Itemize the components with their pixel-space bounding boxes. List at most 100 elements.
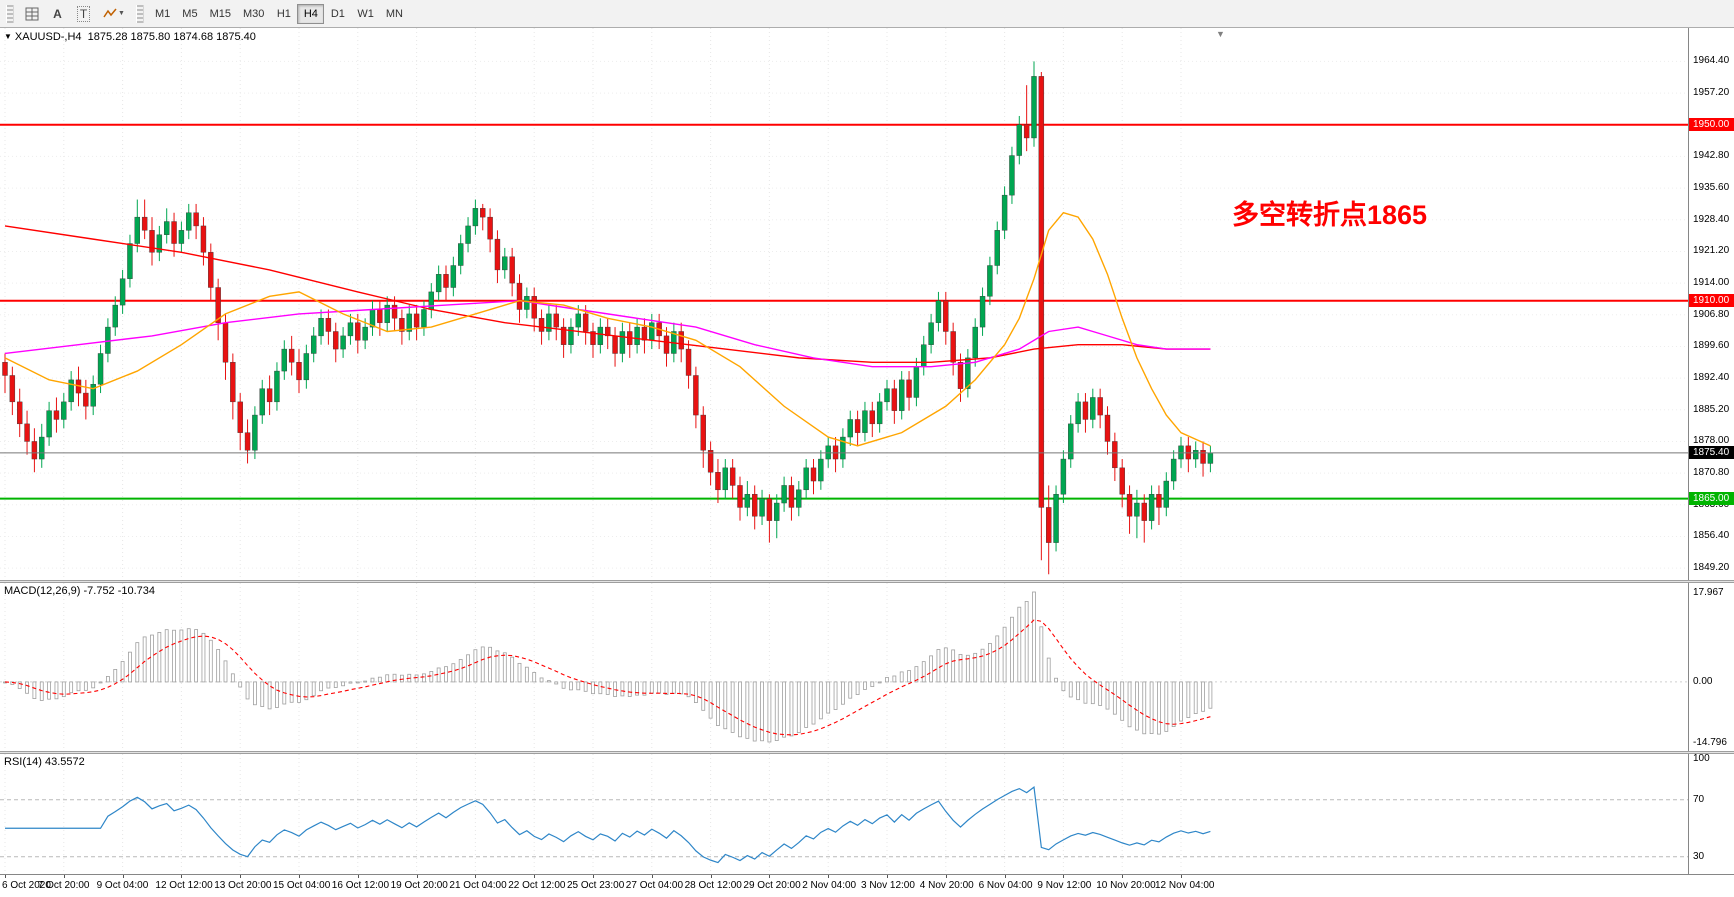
time-axis-label: 3 Nov 12:00: [861, 880, 915, 891]
time-axis-tick: [181, 875, 183, 878]
rsi-current-value: 43.5572: [44, 756, 85, 768]
toolbar-gripper[interactable]: [6, 4, 14, 23]
time-axis-tick: [240, 875, 242, 878]
time-axis-label: 6 Nov 04:00: [978, 880, 1033, 891]
panel-separator-2[interactable]: [0, 751, 1734, 754]
time-axis-tick: [593, 875, 594, 878]
timeframe-button-m30[interactable]: M30: [237, 4, 270, 24]
time-axis-label: 12 Oct 12:00: [155, 880, 213, 891]
time-axis-tick: [299, 875, 300, 878]
symbol-title: XAUUSD-,H4: [14, 31, 82, 43]
timeframe-group: M1 M5 M15 M30 H1 H4 D1 W1 MN: [149, 3, 409, 24]
time-axis-label: 29 Oct 20:00: [743, 880, 801, 891]
chart-grid-button[interactable]: [19, 3, 44, 25]
axis-scale-label: 1856.40: [1693, 530, 1730, 542]
letter-a-icon: A: [53, 6, 62, 21]
bar-close: 1875.40: [216, 31, 256, 43]
time-axis-tick: [651, 875, 653, 878]
axis-scale-label: 1899.60: [1693, 340, 1730, 352]
timeframe-button-d1[interactable]: D1: [324, 4, 351, 24]
axis-scale-label: 1921.20: [1693, 245, 1730, 257]
time-axis-tick: [710, 875, 712, 878]
time-axis-label: 12 Nov 04:00: [1155, 880, 1215, 891]
timeframe-button-h1[interactable]: H1: [270, 4, 297, 24]
panel-separator-1[interactable]: [0, 580, 1734, 583]
rsi-chart: [0, 754, 1688, 874]
time-axis-tick: [887, 875, 888, 878]
axis-scale-label: -14.796: [1693, 737, 1727, 748]
timeframe-button-m1[interactable]: M1: [149, 4, 176, 24]
toolbar-gripper-2[interactable]: [136, 4, 144, 23]
bar-low: 1874.68: [173, 31, 214, 43]
time-axis-label: 16 Oct 12:00: [331, 880, 390, 891]
time-axis-tick: [534, 875, 536, 878]
axis-scale-label: 1870.80: [1693, 467, 1730, 479]
time-axis-tick: [828, 875, 830, 878]
axis-scale-label: 1906.80: [1693, 308, 1730, 320]
candlestick-chart: [0, 28, 1688, 580]
symbol-ohlc-line: ▼ XAUUSD-,H4 1875.28 1875.80 1874.68 1875…: [4, 31, 256, 43]
rsi-axis[interactable]: 100 70 30: [1688, 753, 1734, 874]
timeframe-button-m15[interactable]: M15: [204, 4, 237, 24]
chart-shift-marker-icon[interactable]: ▼: [1216, 29, 1225, 39]
macd-title: MACD(12,26,9) -7.752 -10.734: [4, 585, 156, 597]
timeframe-button-mn[interactable]: MN: [380, 4, 409, 24]
macd-current-values: -7.752 -10.734: [83, 585, 156, 597]
time-axis-label: 9 Oct 04:00: [96, 880, 149, 891]
toolbar: A T ▼ M1 M5 M15 M30 H1 H4 D1 W1 MN: [0, 0, 1734, 28]
rsi-line: [5, 786, 1211, 864]
time-axis-label: 22 Oct 12:00: [508, 880, 566, 891]
time-axis[interactable]: 6 Oct 2020 7 Oct 20:00 9 Oct 04:00 12 Oct 1…: [0, 874, 1734, 897]
axis-scale-label: 0.00: [1693, 675, 1713, 687]
timeframe-button-m5[interactable]: M5: [176, 4, 203, 24]
rsi-plot[interactable]: RSI(14) 43.5572: [0, 754, 1688, 874]
timeframe-button-w1[interactable]: W1: [351, 4, 380, 24]
macd-panel: MACD(12,26,9) -7.752 -10.734 17.967 0.00 -…: [0, 583, 1734, 751]
time-axis-label: 10 Nov 20:00: [1096, 880, 1156, 891]
macd-plot[interactable]: MACD(12,26,9) -7.752 -10.734: [0, 583, 1688, 751]
price-axis[interactable]: 1964.40 1957.20 1950.00 1942.80 1935.60 1928.…: [1688, 28, 1734, 580]
macd-axis[interactable]: 17.967 0.00 -14.796: [1688, 583, 1734, 751]
time-axis-tick: [1122, 875, 1124, 878]
axis-scale-label: 1957.20: [1693, 87, 1730, 99]
symbol-dropdown-icon[interactable]: ▼: [4, 32, 12, 41]
zigzag-icon: [103, 8, 117, 17]
drawings-dropdown-button[interactable]: ▼: [97, 3, 131, 25]
axis-scale-label: 1914.00: [1693, 277, 1730, 289]
rsi-title: RSI(14) 43.5572: [4, 756, 85, 768]
grid-icon: [25, 7, 38, 20]
axis-scale-label: 1935.60: [1693, 182, 1730, 194]
chart-annotation-text[interactable]: 多空转折点1865: [1232, 200, 1428, 230]
text-label-button[interactable]: A: [45, 3, 70, 25]
time-axis-label: 21 Oct 04:00: [449, 880, 507, 891]
time-axis-tick: [945, 875, 947, 878]
ma-fast-orange-line: [4, 211, 1211, 447]
timeframe-button-h4[interactable]: H4: [297, 3, 325, 24]
price-level-tag: 1950.00: [1689, 117, 1734, 131]
ma-slow-red-line: [4, 225, 1211, 363]
time-axis-tick: [475, 875, 477, 878]
macd-chart: [0, 583, 1688, 751]
main-chart-plot[interactable]: ▼ XAUUSD-,H4 1875.28 1875.80 1874.68 1875…: [0, 28, 1688, 580]
macd-signal-line: [4, 619, 1211, 736]
time-axis-label: 9 Nov 12:00: [1037, 880, 1092, 891]
time-axis-label: 2 Nov 04:00: [802, 880, 857, 891]
price-level-tag: 1865.00: [1689, 491, 1734, 505]
time-axis-tick: [63, 875, 65, 878]
time-axis-tick: [357, 875, 359, 878]
time-axis-label: 19 Oct 20:00: [390, 880, 448, 891]
time-axis-label: 7 Oct 20:00: [37, 880, 90, 891]
axis-scale-label: 30: [1693, 850, 1705, 862]
axis-scale-label: 17.967: [1693, 587, 1724, 598]
time-axis-tick: [5, 875, 6, 878]
text-box-button[interactable]: T: [71, 3, 96, 25]
time-axis-tick: [122, 875, 124, 878]
axis-scale-label: 1942.80: [1693, 150, 1730, 162]
axis-scale-label: 1928.40: [1693, 213, 1730, 225]
axis-scale-label: 70: [1693, 793, 1705, 805]
time-axis-tick: [1004, 875, 1006, 878]
dropdown-caret-icon: ▼: [118, 10, 125, 17]
time-axis-label: 25 Oct 23:00: [567, 880, 625, 891]
time-axis-tick: [1181, 875, 1182, 878]
ma-mid-magenta-line: [4, 299, 1211, 368]
